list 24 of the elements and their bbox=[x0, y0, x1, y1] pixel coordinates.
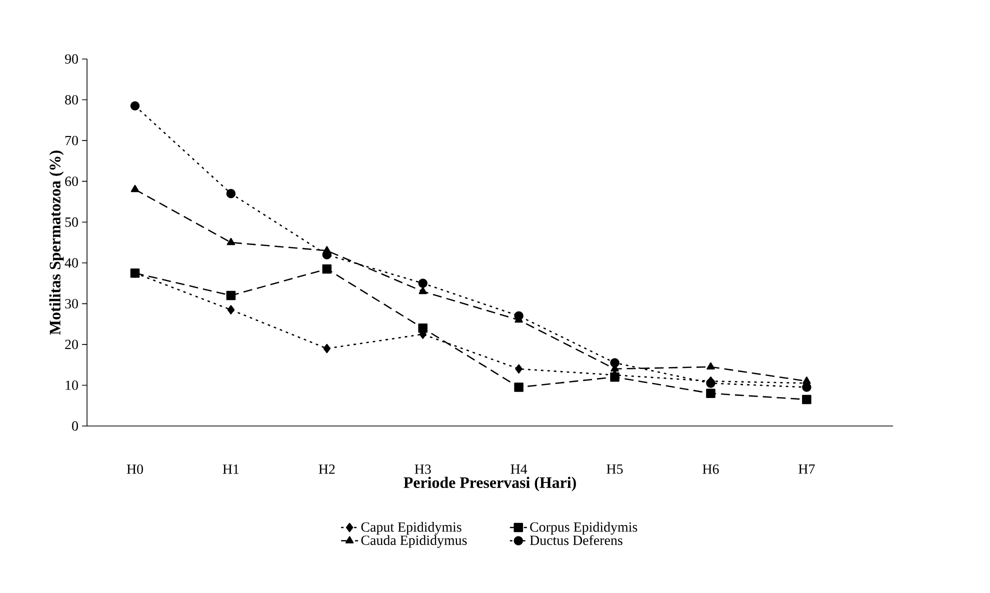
y-tick-label: 30 bbox=[65, 298, 78, 308]
legend-label: Caput Epididymis bbox=[361, 522, 462, 535]
x-axis-title: Periode Preservasi (Hari) bbox=[404, 476, 576, 492]
x-tick-label: H3 bbox=[414, 464, 431, 474]
legend-label: Ductus Deferens bbox=[530, 535, 622, 546]
y-tick-label: 0 bbox=[72, 421, 78, 431]
x-tick-label: H2 bbox=[318, 464, 335, 474]
x-tick-label: H4 bbox=[510, 464, 528, 474]
y-tick-label: 90 bbox=[65, 54, 78, 64]
y-tick-label: 80 bbox=[65, 95, 78, 104]
y-tick-label: 50 bbox=[65, 217, 78, 227]
x-tick-label: H1 bbox=[222, 464, 239, 474]
x-tick-label: H5 bbox=[606, 464, 623, 474]
y-axis-title: Motilitas Spermatozoa (%) bbox=[49, 150, 64, 335]
x-tick-label: H7 bbox=[798, 464, 815, 474]
legend-label: Cauda Epididymus bbox=[361, 535, 467, 548]
x-tick-label: H6 bbox=[702, 464, 719, 474]
y-tick-label: 60 bbox=[65, 176, 78, 186]
y-tick-label: 10 bbox=[66, 380, 78, 390]
y-tick-label: 40 bbox=[64, 258, 78, 268]
x-tick-label: H0 bbox=[126, 464, 143, 474]
y-tick-label: 20 bbox=[65, 340, 78, 350]
legend-label: Corpus Epididymis bbox=[530, 522, 638, 535]
y-tick-label: 70 bbox=[65, 136, 78, 146]
